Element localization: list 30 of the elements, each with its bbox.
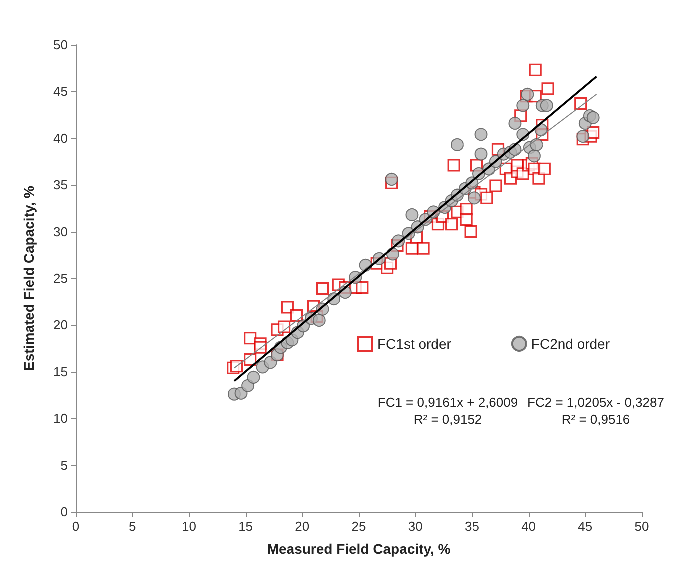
y-tick-label: 50 bbox=[54, 38, 68, 52]
x-axis-title: Measured Field Capacity, % bbox=[267, 541, 452, 557]
annotation: FC1 = 0,9161x + 2,6009 bbox=[378, 395, 518, 410]
x-tick-label: 35 bbox=[464, 519, 480, 534]
y-tick-label: 15 bbox=[54, 364, 68, 380]
annotation: R² = 0,9152 bbox=[414, 412, 482, 427]
x-tick-label: 20 bbox=[295, 519, 310, 534]
annotation: R² = 0,9516 bbox=[562, 412, 630, 427]
y-tick-label: 10 bbox=[54, 411, 68, 426]
y-tick-label: 0 bbox=[60, 504, 68, 520]
y-tick-label: 35 bbox=[54, 178, 68, 193]
x-tick-label: 15 bbox=[238, 519, 254, 534]
annotation: FC2 = 1,0205x - 0,3287 bbox=[528, 395, 664, 410]
x-tick-label: 0 bbox=[72, 519, 80, 534]
y-tick-label: 20 bbox=[54, 318, 68, 333]
x-tick-label: 5 bbox=[128, 519, 136, 534]
x-tick-label: 45 bbox=[578, 519, 593, 534]
y-axis-title: Estimated Field Capacity, % bbox=[21, 185, 37, 371]
y-tick-label: 5 bbox=[60, 458, 68, 473]
legend-label: FC1st order bbox=[377, 336, 452, 352]
x-tick-label: 50 bbox=[634, 519, 650, 534]
x-tick-label: 30 bbox=[408, 519, 423, 534]
x-tick-label: 10 bbox=[182, 519, 196, 534]
y-tick-label: 30 bbox=[54, 224, 68, 240]
y-tick-label: 25 bbox=[54, 271, 68, 286]
y-tick-label: 45 bbox=[54, 84, 68, 100]
legend-label: FC2nd order bbox=[531, 336, 610, 352]
y-tick-label: 40 bbox=[54, 130, 68, 146]
x-tick-label: 25 bbox=[352, 519, 366, 534]
x-tick-label: 40 bbox=[522, 519, 536, 534]
